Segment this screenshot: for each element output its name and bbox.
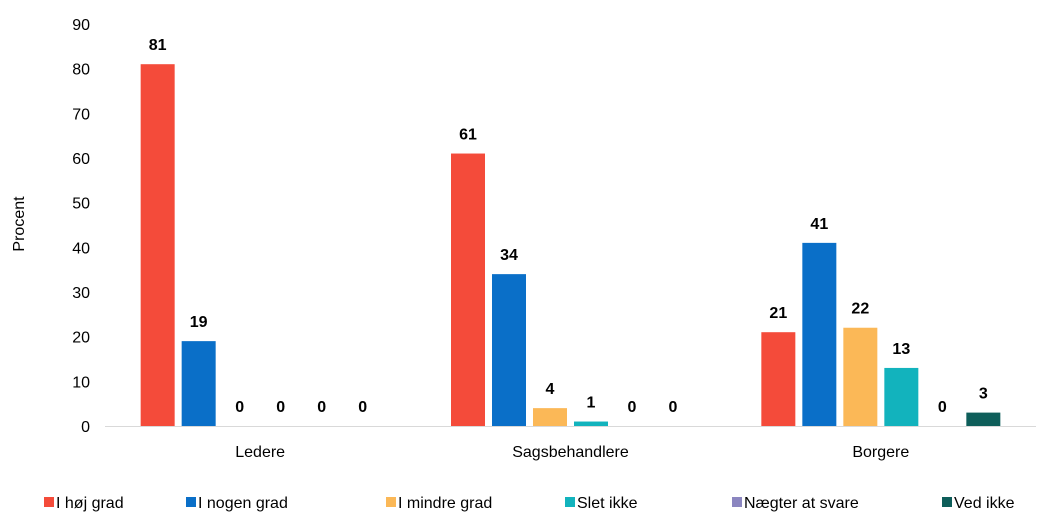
data-label: 0 (276, 399, 285, 416)
data-label: 21 (769, 305, 787, 322)
data-label: 0 (235, 399, 244, 416)
legend-item: Slet ikke (565, 495, 638, 512)
y-tick-label: 0 (81, 419, 90, 436)
bar (181, 341, 216, 426)
bars (140, 64, 1001, 427)
data-label: 0 (669, 399, 678, 416)
data-label: 61 (459, 127, 477, 144)
bar (966, 412, 1001, 426)
x-category-label: Borgere (852, 444, 909, 461)
x-axis-categories: Ledere Sagsbehandlere Borgere (235, 444, 909, 461)
data-label: 3 (979, 386, 988, 403)
legend-label: I mindre grad (398, 495, 492, 512)
legend: I høj grad I nogen grad I mindre grad Slet … (44, 495, 1015, 512)
y-tick-label: 50 (72, 196, 90, 213)
y-tick-label: 30 (72, 285, 90, 302)
y-tick-label: 90 (72, 17, 90, 34)
legend-swatch (186, 497, 196, 507)
y-tick-label: 80 (72, 62, 90, 79)
legend-item: Nægter at svare (732, 495, 859, 512)
legend-swatch (732, 497, 742, 507)
bar (140, 64, 175, 426)
legend-label: Nægter at svare (744, 495, 859, 512)
bar (451, 153, 485, 427)
y-tick-label: 60 (72, 151, 90, 168)
y-tick-label: 70 (72, 106, 90, 123)
legend-item: I nogen grad (186, 495, 288, 512)
legend-label: Slet ikke (577, 495, 638, 512)
data-label: 4 (546, 381, 555, 398)
legend-swatch (386, 497, 396, 507)
bar (761, 332, 796, 426)
data-label: 13 (892, 341, 910, 358)
legend-swatch (44, 497, 54, 507)
legend-item: Ved ikke (942, 495, 1015, 512)
y-tick-label: 20 (72, 330, 90, 347)
data-label: 81 (149, 37, 167, 54)
data-label: 41 (810, 216, 828, 233)
data-label: 0 (358, 399, 367, 416)
y-tick-label: 10 (72, 374, 90, 391)
legend-swatch (942, 497, 952, 507)
legend-item: I mindre grad (386, 495, 492, 512)
legend-item: I høj grad (44, 495, 124, 512)
legend-label: I høj grad (56, 495, 124, 512)
data-label: 34 (500, 247, 518, 264)
x-category-label: Sagsbehandlere (512, 444, 629, 461)
data-label: 0 (628, 399, 637, 416)
y-axis-label: Procent (11, 196, 28, 252)
bar (574, 421, 608, 426)
bar (492, 274, 526, 426)
y-tick-label: 40 (72, 240, 90, 257)
y-axis-ticks: 0 10 20 30 40 50 60 70 80 90 (72, 17, 90, 436)
bar (884, 367, 919, 426)
data-label: 1 (587, 395, 596, 412)
bar (802, 242, 837, 426)
legend-label: I nogen grad (198, 495, 288, 512)
legend-swatch (565, 497, 575, 507)
data-label: 0 (317, 399, 326, 416)
data-label: 0 (938, 399, 947, 416)
data-label: 19 (190, 314, 208, 331)
data-label: 22 (851, 301, 869, 318)
bar (843, 327, 878, 426)
bar (533, 408, 567, 426)
x-category-label: Ledere (235, 444, 285, 461)
legend-label: Ved ikke (954, 495, 1015, 512)
